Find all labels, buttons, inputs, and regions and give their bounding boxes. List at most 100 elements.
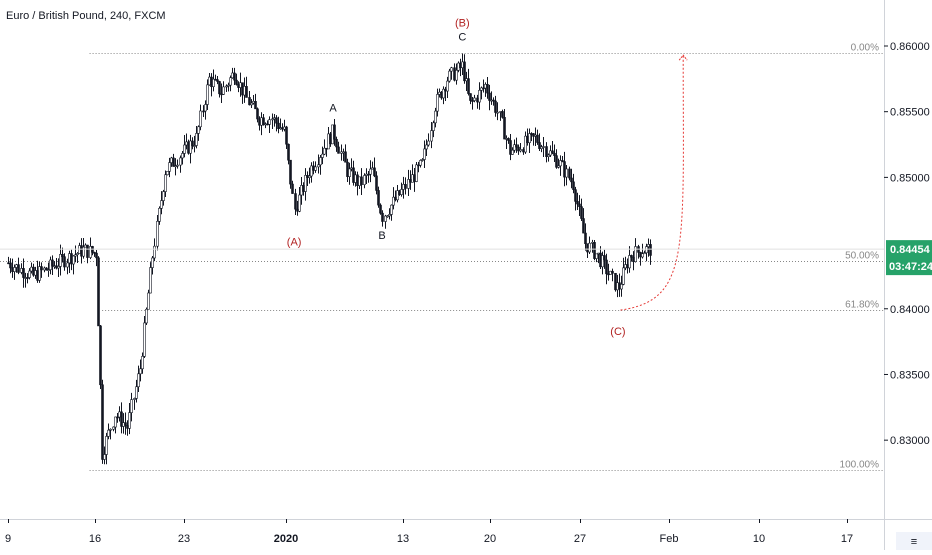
candle [130,392,133,422]
candle [204,100,207,120]
candle [254,93,257,110]
wave-label-0: (B) [455,17,470,29]
candle [308,167,311,184]
candle [568,166,571,181]
candle [289,159,292,189]
candle [400,182,403,197]
candle [151,256,154,275]
candle [524,131,527,154]
candle [172,153,175,167]
candle [195,125,198,149]
candle [277,116,280,134]
candle [237,81,240,93]
candle [179,155,182,173]
candle [593,240,596,261]
candle [216,76,219,85]
candle [227,82,230,92]
x-tick-label-8: 10 [753,533,765,545]
candle [248,90,251,106]
wave-label-3: (A) [287,237,302,249]
candle [164,170,167,197]
candle [268,116,271,133]
candle [202,105,205,117]
candle [576,192,579,211]
candle [519,142,522,153]
candle [555,149,558,169]
candle [137,365,140,393]
candle [390,204,393,221]
candle [421,158,424,162]
candle [367,171,370,183]
candle [193,135,196,153]
candle [22,258,25,288]
candle [643,250,646,255]
candle [291,180,294,194]
wave-label-2: A [329,103,337,115]
current-price-value: 0.84454 [890,244,931,256]
candle [446,76,449,98]
x-tick-label-1: 16 [89,533,101,545]
candle [486,76,489,99]
candle [76,252,79,264]
candle [448,68,451,83]
candle [536,129,539,145]
candle [419,159,422,168]
candle [463,54,466,84]
candle [494,95,497,117]
candle [243,77,246,103]
candle [105,432,108,465]
candle [335,136,338,152]
candle [26,273,29,284]
candle [109,428,112,440]
candle [222,81,225,95]
y-tick-label-2: 0.85000 [890,172,930,184]
candle [168,157,171,178]
y-tick-label-3: 0.84000 [890,304,930,316]
candle [218,80,221,98]
candle [427,133,430,147]
candle [488,84,491,111]
candle [101,379,104,464]
wave-labels: (B) C A (A) B (C) [287,17,626,338]
candle [214,74,217,81]
candle [7,256,10,265]
candle [143,316,146,358]
candle [578,195,581,216]
candle [91,245,94,256]
candle [298,186,301,213]
candle [503,109,506,140]
candle [614,272,617,292]
candle [68,250,71,273]
x-tick-label-2: 23 [178,533,190,545]
candle [386,215,389,218]
candle [233,67,236,85]
candle [99,324,102,390]
candle [379,203,382,215]
candle [66,258,69,275]
candle [407,169,410,197]
candle [561,155,564,163]
candle [553,144,556,162]
candle [84,243,87,248]
candle [176,159,179,169]
candle [323,139,326,156]
candle [118,406,121,422]
fib-label-0: 0.00% [851,43,879,54]
candle [511,147,514,155]
tradingview-logo-icon: ≡ [911,536,917,548]
candle [135,379,138,403]
wave-label-1: C [458,32,466,44]
candle [147,289,150,310]
fib-levels: 0.00% 50.00% 61.80% 100.00% [0,43,884,471]
fib-label-1: 50.00% [845,251,879,262]
candle [565,164,568,186]
candle [250,99,253,108]
candle [262,114,265,126]
candle [107,423,110,440]
candle [285,125,288,149]
candle [239,72,242,97]
candle [47,262,50,277]
candle [605,253,608,285]
